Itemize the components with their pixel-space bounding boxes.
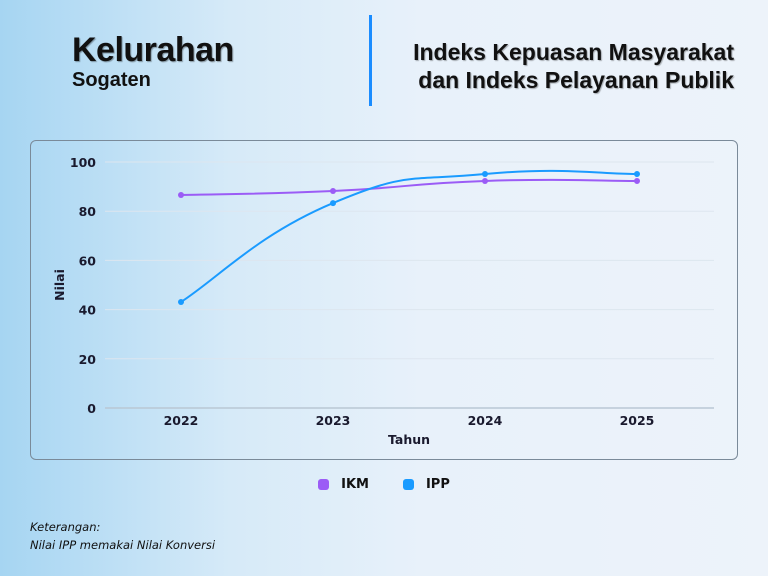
- legend-item-ikm[interactable]: IKM: [318, 477, 369, 492]
- legend-swatch-ipp: [402, 479, 414, 490]
- x-tick-label: 2023: [316, 413, 351, 428]
- data-point-ikm: [482, 177, 488, 184]
- y-tick-label: 0: [87, 401, 96, 416]
- data-point-ipp: [482, 171, 488, 178]
- data-point-ipp: [178, 298, 184, 305]
- legend-item-ipp[interactable]: IPP: [402, 477, 450, 492]
- chart-frame: [30, 140, 738, 460]
- page-title: Kelurahan: [72, 31, 234, 69]
- x-tick-label: 2024: [468, 413, 503, 428]
- legend-swatch-ikm: [318, 479, 330, 490]
- data-point-ikm: [634, 177, 640, 184]
- data-point-ikm: [330, 188, 336, 195]
- page-subtitle: Sogaten: [72, 69, 151, 91]
- y-tick-label: 20: [79, 352, 97, 367]
- x-tick-label: 2025: [620, 413, 655, 428]
- data-point-ipp: [330, 200, 336, 207]
- header-left: Kelurahan Sogaten: [72, 32, 234, 92]
- y-tick-label: 60: [79, 253, 97, 268]
- chart-title: Indeks Kepuasan Masyarakat dan Indeks Pe…: [413, 38, 734, 94]
- data-point-ikm: [178, 191, 184, 198]
- note-text: Nilai IPP memakai Nilai Konversi: [30, 538, 216, 552]
- legend-label-ikm: IKM: [341, 477, 369, 492]
- note-label: Keterangan:: [30, 520, 101, 534]
- legend: IKM IPP: [0, 477, 768, 492]
- data-point-ipp: [634, 171, 640, 178]
- header-divider: [369, 15, 372, 106]
- series-line-ikm: [180, 178, 638, 196]
- x-axis-label: Tahun: [388, 432, 430, 447]
- chart-title-line-1: Indeks Kepuasan Masyarakat: [413, 39, 734, 65]
- x-tick-label: 2022: [164, 413, 199, 428]
- y-tick-label: 80: [79, 204, 97, 219]
- y-tick-label: 40: [79, 303, 97, 318]
- y-axis-label: Nilai: [52, 269, 67, 301]
- note: Keterangan: Nilai IPP memakai Nilai Konv…: [30, 518, 215, 554]
- series-line-ipp: [180, 169, 638, 303]
- y-tick-label: 100: [70, 155, 96, 170]
- chart-title-line-2: dan Indeks Pelayanan Publik: [418, 67, 734, 93]
- legend-label-ipp: IPP: [425, 477, 450, 492]
